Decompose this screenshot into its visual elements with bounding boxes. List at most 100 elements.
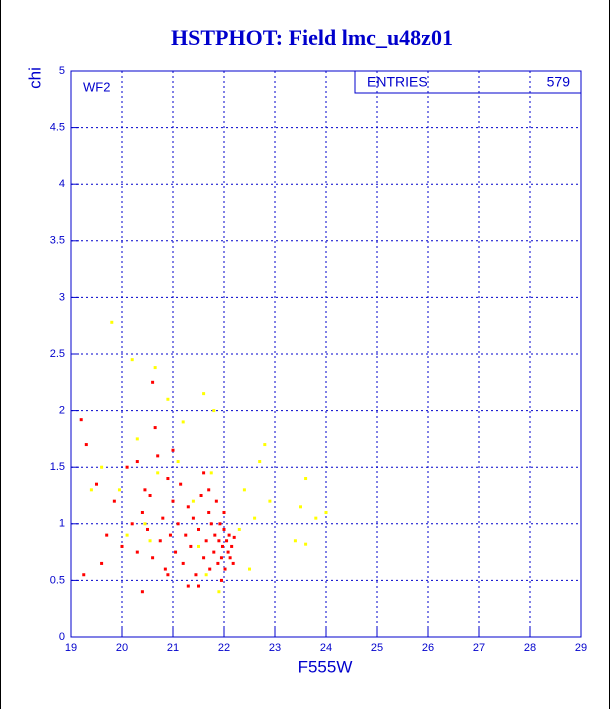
point bbox=[171, 499, 175, 503]
point bbox=[212, 409, 216, 413]
point bbox=[217, 590, 221, 594]
point bbox=[79, 418, 83, 422]
point bbox=[204, 539, 208, 543]
point bbox=[197, 584, 200, 588]
y-tick-label: 0.5 bbox=[50, 574, 65, 586]
point bbox=[191, 499, 195, 503]
point bbox=[135, 550, 139, 554]
point bbox=[202, 392, 206, 396]
point bbox=[82, 573, 86, 577]
point bbox=[135, 460, 139, 464]
point bbox=[135, 437, 139, 441]
x-tick-label: 19 bbox=[65, 642, 77, 654]
point bbox=[191, 516, 195, 520]
point bbox=[181, 420, 185, 424]
point bbox=[237, 527, 241, 531]
point bbox=[202, 556, 206, 560]
point bbox=[100, 561, 104, 565]
point bbox=[263, 443, 267, 447]
point bbox=[156, 454, 160, 458]
point bbox=[219, 578, 223, 582]
point bbox=[214, 499, 218, 503]
point bbox=[226, 550, 230, 554]
point bbox=[176, 460, 180, 464]
y-tick-label: 2 bbox=[59, 405, 65, 417]
y-tick-label: 3.5 bbox=[50, 235, 65, 247]
point bbox=[222, 527, 226, 531]
point bbox=[218, 522, 222, 526]
point bbox=[242, 488, 246, 492]
point bbox=[207, 488, 211, 492]
point bbox=[140, 510, 144, 514]
point bbox=[140, 590, 144, 594]
point bbox=[186, 584, 190, 588]
point bbox=[268, 499, 272, 503]
point bbox=[212, 550, 216, 554]
point bbox=[130, 522, 134, 526]
point bbox=[148, 539, 152, 543]
point bbox=[171, 448, 175, 452]
point bbox=[216, 561, 220, 565]
point bbox=[184, 533, 188, 537]
plot-frame bbox=[70, 70, 582, 638]
point bbox=[166, 477, 170, 481]
y-tick-label: 1 bbox=[59, 518, 65, 530]
point bbox=[324, 510, 328, 514]
point bbox=[304, 542, 308, 546]
y-tick-label: 0 bbox=[59, 631, 65, 643]
point bbox=[143, 488, 147, 492]
point bbox=[151, 556, 155, 560]
point bbox=[248, 567, 251, 571]
chart-title: HSTPHOT: Field lmc_u48z01 bbox=[171, 25, 453, 50]
point bbox=[179, 482, 183, 486]
point bbox=[225, 539, 229, 543]
x-tick-label: 20 bbox=[116, 642, 128, 654]
point bbox=[222, 510, 226, 514]
y-tick-label: 1.5 bbox=[50, 461, 65, 473]
point bbox=[156, 471, 160, 475]
x-tick-label: 25 bbox=[371, 642, 383, 654]
y-tick-label: 3 bbox=[59, 291, 65, 303]
point bbox=[202, 471, 206, 475]
stats-box-frame bbox=[354, 70, 582, 94]
point bbox=[153, 366, 157, 370]
point bbox=[161, 516, 165, 520]
point bbox=[105, 533, 109, 537]
point bbox=[293, 539, 297, 543]
point bbox=[232, 535, 236, 539]
stats-label: ENTRIES bbox=[367, 74, 428, 90]
y-tick-label: 5 bbox=[59, 65, 65, 77]
point bbox=[110, 320, 114, 324]
point bbox=[100, 465, 104, 469]
point bbox=[253, 516, 257, 520]
point bbox=[189, 544, 193, 548]
point bbox=[181, 561, 185, 565]
point bbox=[112, 499, 116, 503]
point bbox=[199, 494, 203, 497]
point bbox=[209, 471, 213, 475]
point bbox=[151, 380, 155, 384]
point bbox=[84, 443, 88, 447]
point bbox=[166, 573, 170, 577]
point bbox=[125, 533, 129, 537]
point bbox=[168, 533, 172, 537]
point bbox=[219, 556, 223, 560]
point bbox=[125, 465, 129, 469]
point bbox=[176, 522, 180, 526]
point bbox=[208, 567, 212, 571]
point bbox=[143, 522, 147, 526]
x-tick-label: 28 bbox=[524, 642, 536, 654]
point bbox=[194, 573, 198, 577]
stats-box: ENTRIES 579 bbox=[354, 70, 582, 94]
point bbox=[209, 522, 213, 526]
point bbox=[217, 539, 221, 543]
point bbox=[223, 567, 227, 571]
point bbox=[231, 561, 235, 565]
point bbox=[258, 460, 262, 464]
stats-value: 579 bbox=[547, 74, 571, 90]
point bbox=[163, 567, 167, 571]
point bbox=[89, 488, 93, 492]
x-tick-label: 23 bbox=[269, 642, 281, 654]
point bbox=[120, 544, 124, 548]
point bbox=[130, 358, 134, 362]
